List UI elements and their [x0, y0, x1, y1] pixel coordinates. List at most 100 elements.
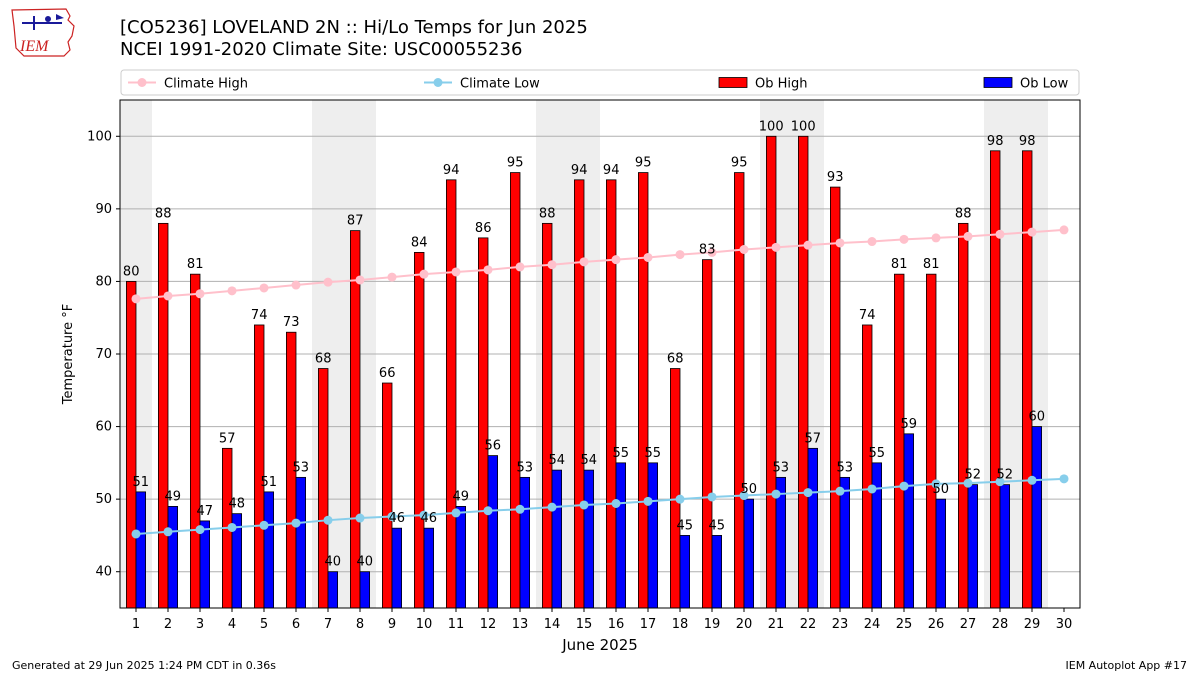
legend-box — [120, 69, 1080, 96]
ob-high-bar — [317, 368, 329, 609]
climate-high-point — [1059, 225, 1069, 235]
ob-high-label: 81 — [891, 257, 908, 272]
ob-low-bar — [135, 491, 147, 609]
climate-high-point — [515, 262, 525, 272]
ob-high-label: 66 — [379, 366, 396, 381]
ob-high-bar — [253, 324, 265, 609]
ob-low-label: 49 — [453, 489, 470, 504]
x-tick-label: 29 — [1024, 617, 1041, 632]
x-tick-label: 8 — [356, 617, 364, 632]
x-tick-label: 19 — [704, 617, 721, 632]
x-tick-label: 11 — [448, 617, 465, 632]
climate-high-point — [259, 283, 269, 293]
ob-high-label: 83 — [699, 243, 716, 258]
climate-high-point — [899, 234, 909, 244]
x-tick-label: 25 — [896, 617, 913, 632]
ob-low-label: 55 — [645, 446, 662, 461]
ob-high-label: 94 — [571, 163, 588, 178]
ob-low-label: 57 — [805, 431, 822, 446]
ob-low-label: 40 — [357, 555, 374, 570]
ob-high-bar — [606, 179, 617, 609]
climate-low-point — [419, 510, 429, 520]
ob-high-label: 100 — [759, 119, 784, 134]
x-tick-label: 12 — [480, 617, 497, 632]
climate-high-point — [739, 244, 749, 254]
iowa-outline-icon — [11, 8, 75, 57]
climate-low-point — [867, 484, 877, 494]
ob-high-label: 87 — [347, 214, 364, 229]
climate-low-point — [1027, 475, 1037, 485]
climate-high-point — [451, 267, 461, 277]
climate-low-point — [931, 479, 941, 489]
ob-low-label: 54 — [581, 453, 598, 468]
x-tick-label: 20 — [736, 617, 753, 632]
ob-high-bar — [509, 172, 521, 609]
ob-low-bar — [519, 476, 531, 609]
app-footer: IEM Autoplot App #17 — [1065, 659, 1188, 672]
ob-high-label: 88 — [955, 206, 972, 221]
ob-low-label: 55 — [869, 446, 886, 461]
climate-low-point — [579, 500, 589, 510]
climate-low-point — [195, 525, 205, 535]
ob-high-label: 88 — [539, 206, 556, 221]
climate-high-point — [963, 231, 973, 241]
ob-low-bar — [679, 535, 691, 609]
ob-low-bar — [455, 505, 467, 609]
ob-high-label: 100 — [791, 119, 816, 134]
ob-high-label: 74 — [251, 308, 268, 323]
ob-high-bar — [702, 259, 713, 609]
climate-high-point — [643, 252, 653, 262]
climate-low-point — [899, 481, 909, 491]
ob-low-bar — [487, 455, 499, 609]
ob-low-bar — [391, 527, 403, 609]
climate-high-point — [131, 294, 141, 304]
climate-low-point — [771, 489, 781, 499]
ob-low-label: 60 — [1029, 410, 1046, 425]
legend-climate-high-marker — [137, 78, 147, 87]
x-tick-label: 16 — [608, 617, 625, 632]
ob-high-label: 98 — [987, 134, 1004, 149]
ob-low-label: 49 — [165, 489, 182, 504]
y-tick-label: 50 — [95, 492, 112, 507]
x-tick-label: 27 — [960, 617, 977, 632]
y-tick-label: 90 — [95, 202, 112, 217]
climate-low-point — [515, 504, 525, 514]
ob-low-bar — [167, 505, 179, 609]
ob-low-label: 56 — [485, 439, 502, 454]
ob-low-label: 53 — [293, 460, 310, 475]
x-tick-label: 10 — [416, 617, 433, 632]
climate-high-point — [611, 255, 621, 265]
ob-low-label: 52 — [965, 468, 982, 483]
ob-high-bar — [189, 273, 201, 609]
legend-climate-high-label: Climate High — [164, 77, 248, 92]
ob-high-label: 94 — [603, 163, 620, 178]
chart-subtitle: NCEI 1991-2020 Climate Site: USC00055236 — [120, 39, 523, 60]
x-tick-label: 24 — [864, 617, 881, 632]
climate-low-point — [803, 488, 813, 498]
ob-low-bar — [903, 433, 915, 609]
ob-high-bar — [542, 222, 553, 609]
x-tick-label: 4 — [228, 617, 236, 632]
climate-low-point — [963, 478, 973, 488]
climate-low-point — [259, 520, 269, 530]
climate-high-point — [835, 238, 845, 248]
y-axis-label: Temperature °F — [61, 304, 76, 405]
climate-low-point — [675, 494, 685, 504]
ob-high-label: 93 — [827, 170, 844, 185]
climate-high-line — [135, 228, 1065, 300]
x-tick-label: 9 — [388, 617, 396, 632]
climate-high-point — [803, 240, 813, 250]
ob-low-bar — [199, 520, 211, 609]
climate-high-point — [675, 250, 685, 260]
ob-high-label: 88 — [155, 206, 172, 221]
chart-title: [CO5236] LOVELAND 2N :: Hi/Lo Temps for … — [120, 17, 588, 38]
climate-low-point — [835, 486, 845, 496]
ob-high-label: 68 — [667, 352, 684, 367]
x-tick-label: 26 — [928, 617, 945, 632]
ob-high-bar — [381, 382, 393, 609]
ob-low-label: 45 — [677, 518, 694, 533]
ob-high-label: 98 — [1019, 134, 1036, 149]
climate-high-point — [867, 237, 877, 247]
climate-high-point — [707, 247, 717, 257]
climate-high-point — [355, 275, 365, 285]
